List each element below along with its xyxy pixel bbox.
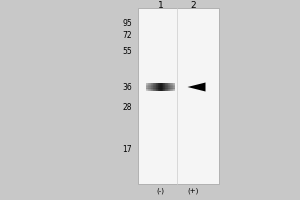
Bar — [169, 83, 170, 91]
Bar — [149, 83, 150, 91]
Bar — [138, 8, 219, 184]
Bar — [170, 83, 171, 91]
Bar — [157, 83, 158, 91]
Text: 17: 17 — [122, 144, 132, 154]
Bar — [160, 83, 161, 91]
Bar — [164, 83, 165, 91]
Text: (+): (+) — [188, 188, 199, 194]
Bar — [148, 83, 149, 91]
Bar — [146, 85, 175, 86]
Bar — [166, 83, 167, 91]
Bar — [150, 83, 151, 91]
Bar — [151, 83, 152, 91]
Bar — [165, 83, 166, 91]
Bar — [174, 83, 175, 91]
Bar — [151, 83, 152, 91]
Bar — [152, 83, 153, 91]
Bar — [166, 83, 167, 91]
Text: 72: 72 — [122, 30, 132, 40]
Bar — [146, 89, 175, 90]
Bar — [146, 83, 175, 84]
Text: 95: 95 — [122, 19, 132, 27]
Bar — [158, 83, 159, 91]
Bar — [168, 83, 169, 91]
Bar — [160, 83, 161, 91]
Bar — [161, 83, 162, 91]
Bar — [146, 84, 175, 85]
Bar — [146, 83, 147, 91]
Bar — [146, 86, 175, 87]
Bar — [146, 88, 175, 89]
Bar — [167, 83, 168, 91]
Bar — [170, 83, 172, 91]
Bar — [153, 83, 154, 91]
Bar — [156, 83, 157, 91]
Bar — [163, 83, 164, 91]
Bar — [146, 90, 175, 91]
Bar — [155, 83, 157, 91]
Bar — [171, 83, 172, 91]
Bar — [154, 83, 155, 91]
Text: 28: 28 — [122, 102, 132, 112]
Bar — [172, 83, 173, 91]
Text: 1: 1 — [158, 0, 164, 9]
Text: 55: 55 — [122, 46, 132, 55]
Bar — [162, 83, 163, 91]
Bar — [168, 83, 169, 91]
Text: 36: 36 — [122, 83, 132, 92]
Bar — [147, 83, 148, 91]
Bar — [158, 83, 159, 91]
Bar — [163, 83, 164, 91]
Bar — [153, 83, 154, 91]
Bar — [172, 83, 174, 91]
Polygon shape — [188, 83, 206, 92]
Text: (-): (-) — [157, 188, 164, 194]
Text: 2: 2 — [191, 0, 196, 9]
Bar — [146, 87, 175, 88]
Bar — [146, 88, 175, 89]
Bar — [159, 83, 160, 91]
Bar — [173, 83, 174, 91]
Bar — [148, 83, 149, 91]
Bar — [155, 83, 156, 91]
Bar — [146, 83, 175, 84]
